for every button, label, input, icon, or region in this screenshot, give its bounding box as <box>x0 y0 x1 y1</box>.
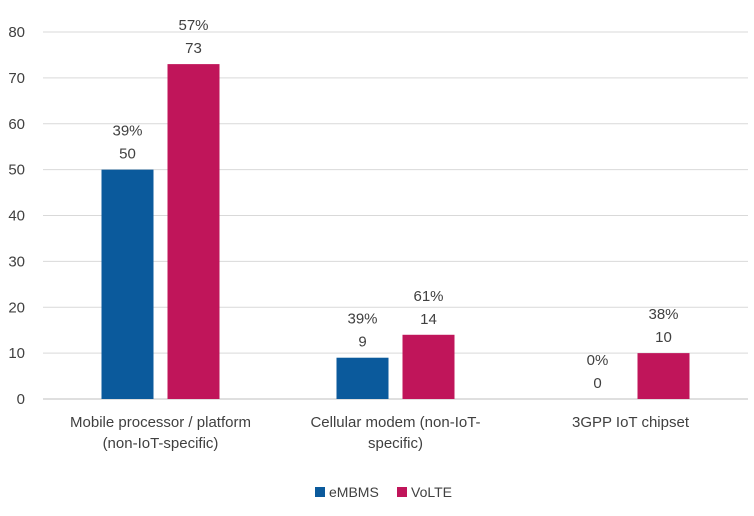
category-label: Cellular modem (non-IoT- <box>310 414 480 431</box>
bar-volte <box>167 64 220 400</box>
category-label: 3GPP IoT chipset <box>572 414 690 431</box>
data-label-percent: 0% <box>587 352 609 369</box>
y-tick-label: 20 <box>8 299 25 316</box>
y-tick-label: 70 <box>8 70 25 87</box>
y-axis-tick-labels: 0 10 20 30 40 50 60 70 80 <box>8 24 25 408</box>
data-label-percent: 57% <box>178 17 208 34</box>
bar-embms <box>336 357 389 399</box>
gridlines <box>43 31 748 400</box>
data-labels: 50 39% 73 57% 9 39% 14 61% 0 0% 10 38% <box>112 17 678 392</box>
data-label-percent: 39% <box>347 311 377 328</box>
legend-swatch-volte <box>397 487 407 497</box>
legend-label-volte: VoLTE <box>411 484 452 500</box>
data-label-value: 0 <box>593 375 601 392</box>
data-label-percent: 38% <box>648 306 678 323</box>
data-label-value: 10 <box>655 329 672 346</box>
y-tick-label: 40 <box>8 208 25 225</box>
legend-label-embms: eMBMS <box>329 484 379 500</box>
y-tick-label: 50 <box>8 162 25 179</box>
y-tick-label: 30 <box>8 253 25 270</box>
legend-swatch-embms <box>315 487 325 497</box>
category-label: specific) <box>368 435 423 452</box>
y-tick-label: 0 <box>17 391 25 408</box>
data-label-percent: 39% <box>112 123 142 140</box>
y-tick-label: 10 <box>8 345 25 362</box>
bar-embms <box>101 169 154 399</box>
x-axis-category-labels: Mobile processor / platform (non-IoT-spec… <box>70 414 690 452</box>
y-tick-label: 60 <box>8 116 25 133</box>
data-label-value: 73 <box>185 40 202 57</box>
category-label: Mobile processor / platform <box>70 414 251 431</box>
legend: eMBMS VoLTE <box>315 484 452 500</box>
bar-series <box>101 64 690 400</box>
category-label: (non-IoT-specific) <box>103 435 219 452</box>
data-label-value: 14 <box>420 311 437 328</box>
y-tick-label: 80 <box>8 24 25 41</box>
data-label-value: 50 <box>119 146 136 163</box>
bar-volte <box>637 353 690 399</box>
bar-volte <box>402 334 455 399</box>
data-label-percent: 61% <box>413 288 443 305</box>
data-label-value: 9 <box>358 334 366 351</box>
